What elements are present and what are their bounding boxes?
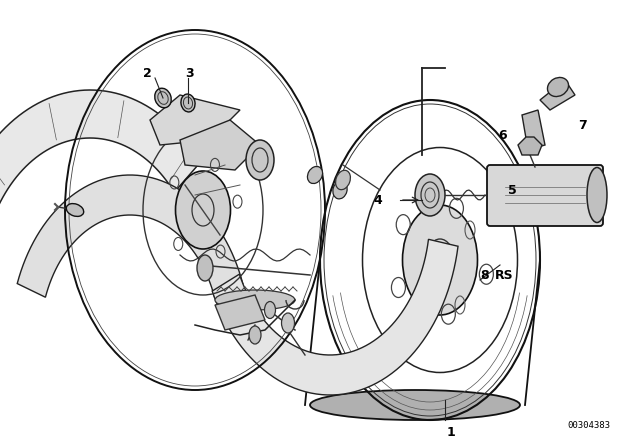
Polygon shape [212,239,458,395]
Text: 7: 7 [578,119,587,132]
Ellipse shape [307,167,323,184]
Ellipse shape [587,168,607,223]
Text: 3: 3 [185,66,194,79]
Polygon shape [540,80,575,110]
Ellipse shape [415,174,445,216]
Polygon shape [518,137,542,155]
Polygon shape [0,90,201,375]
Text: RS: RS [495,268,514,281]
Text: 1: 1 [447,426,456,439]
Polygon shape [180,120,260,170]
Ellipse shape [215,290,295,310]
Polygon shape [150,95,240,145]
Ellipse shape [282,313,294,333]
Ellipse shape [175,171,230,249]
Ellipse shape [403,205,477,315]
Text: 8: 8 [480,268,488,281]
FancyBboxPatch shape [487,165,603,226]
Ellipse shape [155,88,172,108]
Ellipse shape [547,78,568,96]
Ellipse shape [249,326,261,344]
Ellipse shape [335,170,351,190]
Polygon shape [522,110,545,150]
Ellipse shape [197,255,213,281]
Text: 2: 2 [143,66,152,79]
Ellipse shape [67,203,84,216]
Text: 00304383: 00304383 [567,421,610,430]
Text: 4: 4 [373,194,382,207]
Ellipse shape [264,302,275,319]
Text: 6: 6 [498,129,507,142]
Polygon shape [17,175,243,297]
Ellipse shape [181,94,195,112]
Ellipse shape [333,181,347,199]
Ellipse shape [310,390,520,420]
Ellipse shape [246,140,274,180]
Text: 5: 5 [508,184,516,197]
Polygon shape [215,295,265,330]
